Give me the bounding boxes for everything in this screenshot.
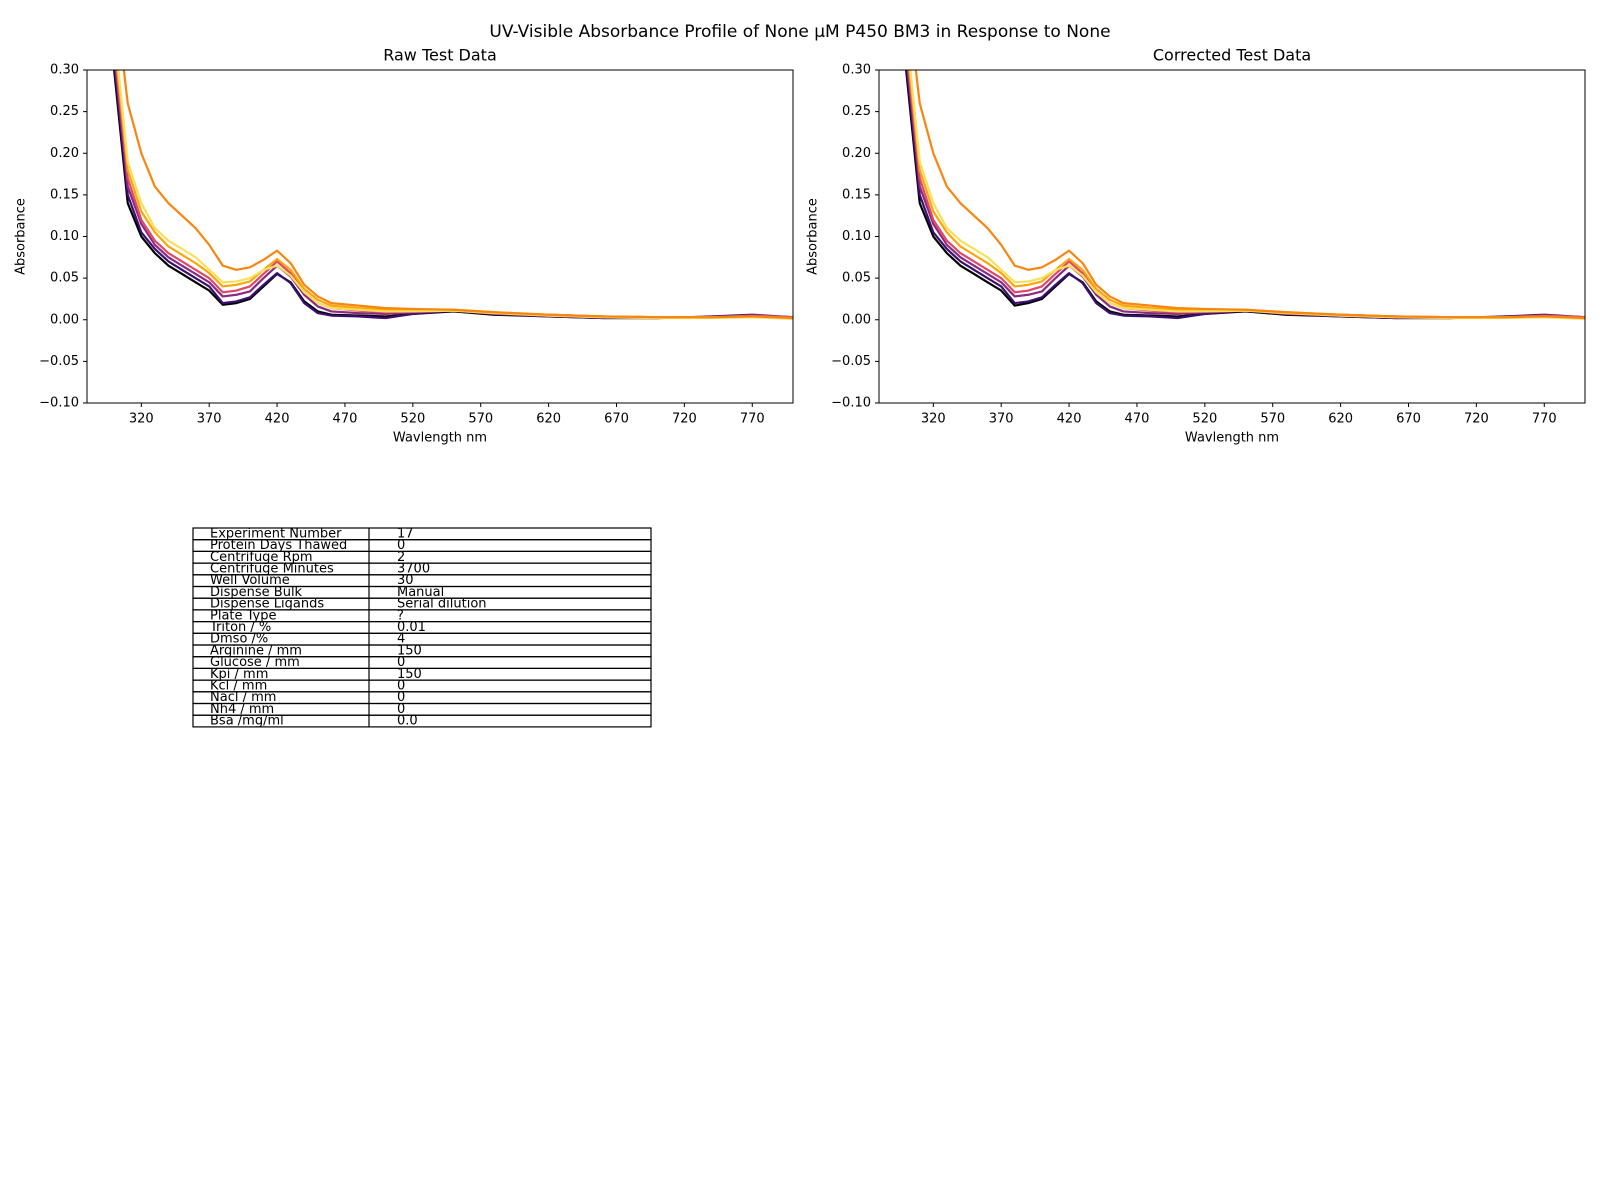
table-cell: Dmso /% (210, 632, 268, 647)
x-tick-label: 370 (989, 412, 1014, 427)
y-tick-label: −0.05 (39, 354, 79, 369)
table-cell: Plate Type (210, 608, 277, 623)
x-tick-label: 470 (333, 412, 358, 427)
table-cell: 0.01 (397, 620, 426, 635)
y-tick-label: 0.10 (842, 229, 871, 244)
x-tick-label: 670 (604, 412, 629, 427)
data-line (122, 70, 793, 320)
y-tick-label: 0.10 (50, 229, 79, 244)
table-cell: 0 (397, 702, 405, 717)
table-cell: Kpi / mm (210, 667, 268, 682)
y-axis-label: Absorbance (14, 198, 29, 275)
axes-frame (878, 69, 1586, 404)
table-cell: Dispense Bulk (210, 585, 303, 600)
y-tick-label: 0.30 (842, 63, 871, 78)
y-tick-label: 0.25 (842, 104, 871, 119)
x-tick-label: 770 (740, 412, 765, 427)
axes-frame (86, 69, 794, 404)
data-line (909, 70, 1585, 321)
table-cell: Glucose / mm (210, 655, 300, 670)
table-cell: 3700 (397, 561, 430, 576)
x-tick-label: 420 (265, 412, 290, 427)
x-tick-label: 470 (1125, 412, 1150, 427)
x-tick-label: 620 (1328, 412, 1353, 427)
x-axis-label: Wavlength nm (1185, 431, 1279, 446)
table-cell: 150 (397, 667, 422, 682)
table-cell: ? (397, 608, 404, 623)
x-tick-label: 770 (1532, 412, 1557, 427)
table-cell: 17 (397, 526, 414, 541)
table-row (192, 714, 652, 728)
table-cell: 4 (397, 632, 405, 647)
table-cell: Well Volume (210, 573, 290, 588)
x-tick-label: 720 (1464, 412, 1489, 427)
y-tick-label: 0.05 (50, 271, 79, 286)
x-tick-label: 570 (1260, 412, 1285, 427)
x-tick-label: 520 (1192, 412, 1217, 427)
table-cell: 150 (397, 643, 422, 658)
y-tick-label: 0.00 (50, 312, 79, 327)
x-axis-label: Wavlength nm (393, 431, 487, 446)
table-cell: Centrifuge Rpm (210, 550, 313, 565)
table-cell: Arginine / mm (210, 643, 302, 658)
chart-title: Raw Test Data (383, 46, 497, 65)
data-line (914, 70, 1585, 320)
plot-area (113, 70, 793, 321)
x-tick-label: 670 (1396, 412, 1421, 427)
table-cell: 30 (397, 573, 414, 588)
y-axis-label: Absorbance (806, 198, 821, 275)
y-tick-label: 0.15 (842, 187, 871, 202)
figure-title: UV-Visible Absorbance Profile of None µM… (489, 22, 1110, 42)
table-cell: 0.0 (397, 714, 418, 729)
table-cell: Nh4 / mm (210, 702, 274, 717)
x-tick-label: 370 (197, 412, 222, 427)
y-tick-label: 0.20 (50, 146, 79, 161)
table-cell: 0 (397, 678, 405, 693)
table-cell: 2 (397, 550, 405, 565)
y-tick-label: 0.00 (842, 312, 871, 327)
table-cell: 0 (397, 655, 405, 670)
x-tick-label: 570 (468, 412, 493, 427)
y-tick-label: 0.30 (50, 63, 79, 78)
table-cell: Bsa /mg/ml (210, 714, 284, 729)
table: Experiment Number 17 Protein Days Thawed 0 C… (192, 526, 652, 729)
y-tick-label: −0.10 (39, 396, 79, 411)
table-cell: 0 (397, 538, 405, 553)
table-cell: Manual (397, 585, 444, 600)
y-tick-label: 0.05 (842, 271, 871, 286)
plot-area (905, 70, 1585, 321)
table-cell: Experiment Number (210, 526, 342, 541)
x-tick-label: 720 (672, 412, 697, 427)
y-tick-label: 0.25 (50, 104, 79, 119)
table-cell: Protein Days Thawed (210, 538, 347, 553)
table-cell: Nacl / mm (210, 690, 276, 705)
table-cell: Dispense Ligands (210, 597, 324, 612)
y-tick-label: −0.10 (831, 396, 871, 411)
x-tick-label: 520 (400, 412, 425, 427)
table-cell: Kcl / mm (210, 678, 267, 693)
table-cell: Triton / % (209, 620, 271, 635)
x-tick-label: 320 (921, 412, 946, 427)
x-tick-label: 320 (129, 412, 154, 427)
y-tick-label: 0.15 (50, 187, 79, 202)
data-line (117, 70, 793, 321)
y-tick-label: −0.05 (831, 354, 871, 369)
chart-title: Corrected Test Data (1153, 46, 1311, 65)
x-tick-label: 420 (1057, 412, 1082, 427)
y-tick-label: 0.20 (842, 146, 871, 161)
x-tick-label: 620 (536, 412, 561, 427)
table-cell: Serial dilution (397, 597, 487, 612)
table-cell: 0 (397, 690, 405, 705)
table-cell: Centrifuge Minutes (210, 561, 334, 576)
